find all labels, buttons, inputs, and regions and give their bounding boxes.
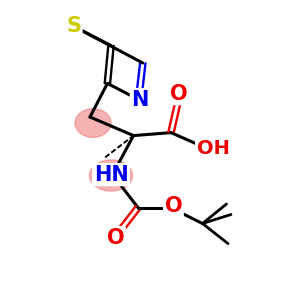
Text: S: S xyxy=(66,16,81,35)
Text: O: O xyxy=(107,228,124,247)
Text: OH: OH xyxy=(196,139,230,158)
Text: HN: HN xyxy=(94,165,128,184)
Text: O: O xyxy=(165,196,182,216)
Text: N: N xyxy=(131,90,149,110)
Text: O: O xyxy=(170,84,187,103)
Ellipse shape xyxy=(75,109,111,137)
Ellipse shape xyxy=(89,160,133,191)
